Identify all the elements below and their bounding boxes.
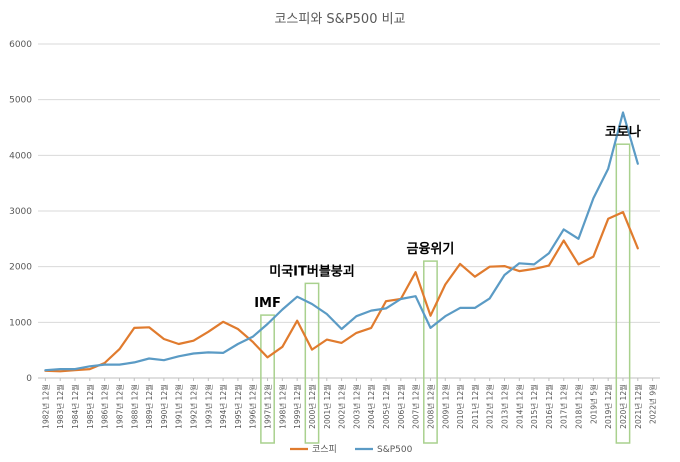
- x-tick-label: 2011년 12월: [470, 384, 480, 429]
- x-tick-label: 2015년 12월: [529, 384, 539, 429]
- x-tick-label: 2002년 12월: [337, 384, 347, 429]
- highlight-box: [260, 314, 275, 444]
- x-tick-label: 1985년 12월: [85, 384, 95, 429]
- chart-title: 코스피와 S&P500 비교: [274, 12, 405, 27]
- x-tick-label: 2019년 12월: [603, 384, 613, 429]
- x-tick-label: 2021년 12월: [633, 384, 643, 429]
- series-line-kospi: [44, 211, 639, 373]
- y-tick-label: 5000: [9, 96, 32, 106]
- x-tick-label: 2007년 12월: [411, 384, 421, 429]
- x-tick-label: 2001년 12월: [322, 384, 332, 429]
- x-tick-label: 1982년 12월: [40, 384, 50, 429]
- y-tick-label: 1000: [9, 318, 32, 328]
- x-tick-label: 1996년 12월: [248, 384, 258, 429]
- x-tick-label: 2018년 12월: [574, 384, 584, 429]
- x-tick-label: 1986년 12월: [100, 384, 110, 429]
- series-line-sp500: [44, 111, 639, 372]
- event-annotation: 금융위기: [407, 241, 455, 257]
- x-tick-label: 1984년 12월: [70, 384, 80, 429]
- x-tick-label: 2022년 9월: [648, 384, 658, 424]
- x-tick-label: 2005년 12월: [381, 384, 391, 429]
- y-tick-label: 3000: [9, 207, 32, 217]
- x-tick-label: 2003년 12월: [351, 384, 361, 429]
- x-tick-label: 1988년 12월: [129, 384, 139, 429]
- x-tick-label: 1987년 12월: [114, 384, 124, 429]
- x-tick-label: 1989년 12월: [144, 384, 154, 429]
- x-tick-label: 2012년 12월: [485, 384, 495, 429]
- event-annotation: 코로나: [605, 124, 641, 140]
- x-tick-label: 1998년 12월: [277, 384, 287, 429]
- y-tick-label: 4000: [9, 151, 32, 161]
- legend-label: 코스피: [312, 444, 337, 455]
- x-tick-label: 2006년 12월: [396, 384, 406, 429]
- x-tick-label: 2000년 12월: [307, 384, 317, 429]
- legend-label: S&P500: [377, 445, 413, 455]
- x-tick-label: 1990년 12월: [159, 384, 169, 429]
- x-tick-label: 1994년 12월: [218, 384, 228, 429]
- x-tick-label: 1999년 12월: [292, 384, 302, 429]
- y-tick-label: 2000: [9, 263, 32, 273]
- x-tick-label: 1997년 12월: [263, 384, 273, 429]
- x-tick-label: 1993년 12월: [203, 384, 213, 429]
- x-tick-label: 2019년 5월: [588, 384, 598, 424]
- x-tick-label: 1992년 12월: [189, 384, 199, 429]
- x-tick-label: 2010년 12월: [455, 384, 465, 429]
- x-tick-label: 2008년 12월: [425, 384, 435, 429]
- x-tick-label: 2017년 12월: [559, 384, 569, 429]
- event-annotation: 미국IT버블붕괴: [269, 263, 354, 279]
- y-tick-label: 0: [26, 374, 32, 384]
- x-tick-label: 2020년 12월: [618, 384, 628, 429]
- x-tick-label: 2016년 12월: [544, 384, 554, 429]
- x-tick-label: 2004년 12월: [366, 384, 376, 429]
- highlight-box: [615, 143, 631, 444]
- highlight-box: [423, 260, 438, 444]
- event-annotation: IMF: [254, 296, 281, 311]
- x-tick-label: 1995년 12월: [233, 384, 243, 429]
- x-tick-label: 2009년 12월: [440, 384, 450, 429]
- x-tick-label: 1991년 12월: [174, 384, 184, 429]
- x-tick-label: 2013년 12월: [500, 384, 510, 429]
- x-tick-label: 1983년 12월: [55, 384, 65, 429]
- x-tick-label: 2014년 12월: [514, 384, 524, 429]
- highlight-box: [304, 282, 320, 444]
- y-tick-label: 6000: [9, 40, 32, 50]
